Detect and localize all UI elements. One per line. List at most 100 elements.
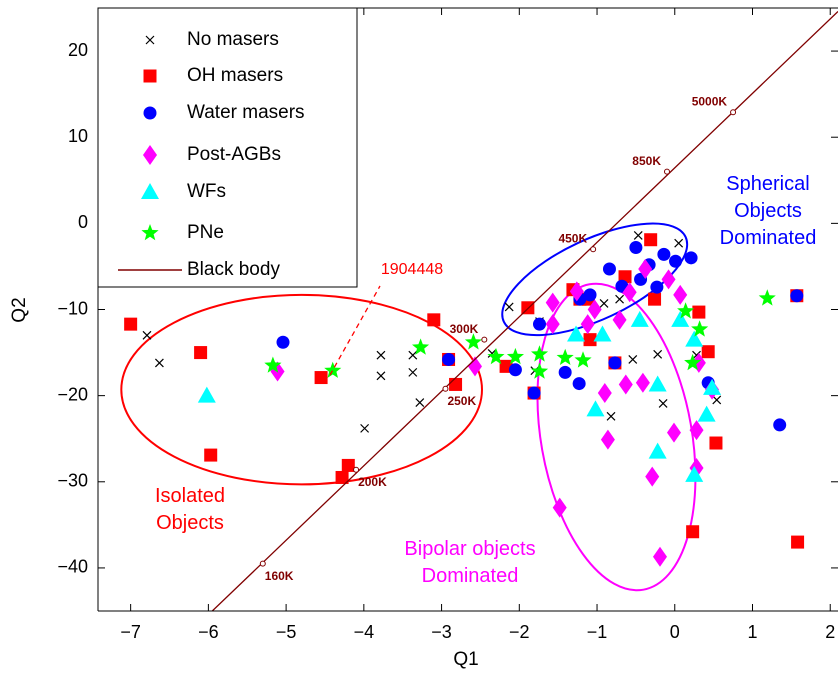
marker-diamond: [638, 259, 653, 280]
marker-star: [531, 345, 549, 362]
marker-star: [556, 348, 574, 365]
temperature-point: [259, 560, 266, 567]
marker-square: [791, 535, 805, 549]
marker-circle: [629, 240, 643, 254]
legend-label: Black body: [187, 259, 280, 280]
temperature-label: 850K: [632, 154, 661, 168]
marker-square: [124, 317, 138, 331]
marker-triangle: [586, 400, 605, 417]
x-axis-label: Q1: [453, 649, 478, 670]
marker-star: [264, 356, 282, 373]
marker-x: [633, 230, 643, 240]
marker-circle: [276, 335, 290, 349]
marker-diamond: [618, 374, 633, 395]
x-tick-label: −6: [198, 622, 219, 642]
marker-circle: [583, 288, 597, 302]
marker-diamond: [652, 546, 667, 567]
y-axis-label: Q2: [9, 297, 30, 322]
region-label: Spherical Objects Dominated: [720, 173, 817, 249]
marker-x: [376, 350, 386, 360]
marker-x: [154, 358, 164, 368]
marker-square: [314, 371, 328, 385]
marker-x: [142, 330, 152, 340]
marker-diamond: [661, 269, 676, 290]
legend-label: Post-AGBs: [187, 144, 281, 165]
marker-diamond: [600, 429, 615, 450]
x-tick-label: −4: [354, 622, 375, 642]
legend-label: PNe: [187, 222, 224, 243]
marker-x: [628, 355, 638, 364]
marker-square: [701, 345, 715, 359]
marker-diamond: [645, 466, 660, 487]
marker-triangle: [703, 378, 722, 395]
marker-star: [487, 347, 505, 365]
marker-star: [412, 338, 430, 355]
marker-circle: [650, 280, 664, 294]
marker-diamond: [666, 422, 681, 443]
marker-triangle: [685, 465, 704, 482]
marker-diamond: [552, 497, 567, 518]
marker-triangle: [648, 375, 667, 392]
marker-triangle: [593, 325, 612, 342]
legend-marker: [143, 106, 157, 120]
marker-circle: [508, 363, 522, 377]
temperature-label: 5000K: [692, 94, 728, 108]
y-tick-label: −30: [57, 471, 88, 491]
marker-star: [506, 347, 524, 365]
callout-label: 1904448: [381, 261, 443, 278]
x-tick-label: −3: [431, 622, 452, 642]
marker-diamond: [587, 299, 602, 320]
marker-star: [531, 362, 549, 379]
marker-triangle: [630, 310, 649, 327]
marker-triangle: [685, 330, 704, 347]
marker-x: [408, 367, 418, 377]
plot-area: [97, 7, 838, 612]
marker-circle: [684, 251, 698, 265]
y-tick-label: −10: [57, 298, 88, 318]
marker-square: [341, 458, 355, 472]
marker-triangle: [567, 325, 586, 342]
marker-square: [686, 525, 700, 539]
marker-circle: [669, 254, 683, 268]
marker-square: [427, 313, 441, 327]
marker-square: [204, 448, 218, 462]
marker-x: [504, 302, 514, 312]
marker-x: [360, 423, 370, 433]
x-tick-label: −1: [587, 622, 608, 642]
marker-diamond: [545, 314, 560, 335]
marker-square: [194, 346, 208, 360]
x-tick-label: 2: [825, 622, 835, 642]
marker-square: [449, 377, 463, 391]
region-label: Bipolar objects Dominated: [404, 538, 535, 587]
marker-star: [684, 353, 702, 371]
legend-marker: [143, 69, 157, 83]
marker-circle: [657, 247, 671, 261]
marker-circle: [558, 365, 572, 379]
legend-box: [97, 7, 358, 288]
marker-circle: [527, 386, 541, 400]
marker-diamond: [467, 356, 482, 377]
marker-x: [606, 411, 616, 421]
y-tick-label: −40: [57, 557, 88, 577]
temperature-point: [481, 336, 488, 343]
marker-star: [574, 351, 592, 368]
legend-marker: [141, 224, 159, 241]
marker-diamond: [597, 383, 612, 404]
marker-circle: [602, 262, 616, 276]
temperature-point: [442, 385, 449, 392]
marker-triangle: [197, 386, 216, 403]
legend-marker: [145, 35, 155, 45]
region-ellipse: [536, 282, 697, 592]
marker-diamond: [612, 309, 627, 330]
legend-label: Water masers: [187, 102, 305, 123]
marker-x: [658, 398, 668, 408]
y-tick-label: 20: [68, 40, 88, 60]
marker-triangle: [697, 405, 716, 422]
legend-label: No masers: [187, 29, 279, 50]
marker-circle: [608, 356, 622, 370]
legend: No masers OH masers Water masers Post-AGBs W…: [97, 7, 358, 288]
marker-triangle: [671, 310, 690, 327]
plot-content: [120, 10, 838, 611]
marker-diamond: [569, 281, 584, 302]
temperature-label: 200K: [358, 475, 387, 489]
